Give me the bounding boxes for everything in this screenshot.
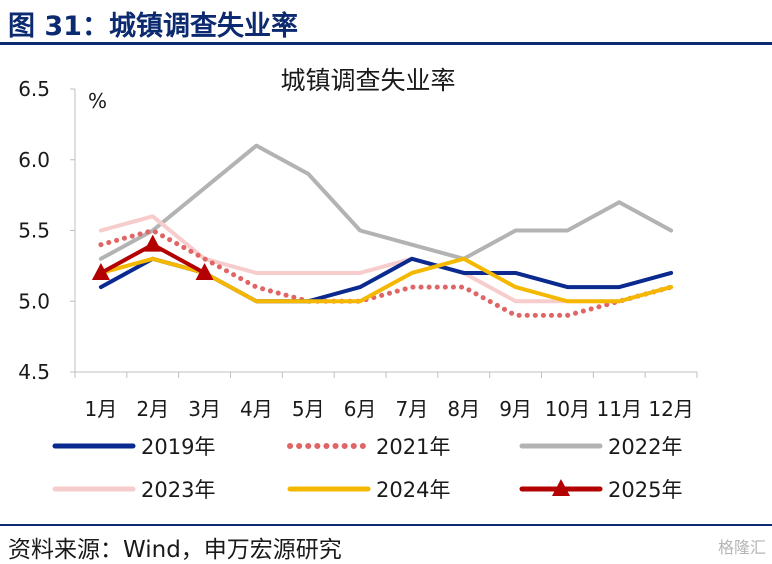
x-tick-label: 7月 — [396, 397, 429, 421]
y-tick-label: 4.5 — [18, 360, 50, 384]
legend-label: 2025年 — [608, 478, 682, 502]
y-tick-label: 5.0 — [18, 289, 50, 313]
series-point-marker — [195, 262, 214, 280]
legend-label: 2023年 — [141, 478, 215, 502]
series-line-3 — [98, 143, 674, 261]
x-tick-label: 3月 — [188, 397, 221, 421]
source-note: 资料来源：Wind，申万宏源研究 — [8, 537, 342, 563]
x-tick-label: 5月 — [292, 397, 325, 421]
x-tick-label: 1月 — [85, 397, 118, 421]
y-tick-label: 6.5 — [18, 77, 50, 101]
y-axis-unit: % — [88, 89, 107, 113]
figure-title: 图 31：城镇调查失业率 — [8, 11, 298, 42]
series-point-marker — [91, 262, 110, 280]
series-line-5 — [98, 256, 674, 304]
figure-header: 图 31：城镇调查失业率 — [0, 0, 772, 46]
x-tick-label: 6月 — [344, 397, 377, 421]
legend-label: 2019年 — [141, 435, 215, 459]
x-tick-label: 12月 — [648, 397, 693, 421]
legend-label: 2021年 — [376, 435, 450, 459]
x-tick-label: 4月 — [240, 397, 273, 421]
x-tick-label: 11月 — [597, 397, 642, 421]
legend-marker — [552, 479, 570, 496]
chart-title: 城镇调查失业率 — [280, 66, 455, 95]
x-tick-label: 8月 — [447, 397, 480, 421]
y-tick-label: 6.0 — [18, 148, 50, 172]
legend-label: 2022年 — [608, 435, 682, 459]
x-tick-label: 9月 — [499, 397, 532, 421]
series-line-2 — [98, 228, 674, 318]
footer-divider — [0, 524, 772, 526]
x-tick-label: 10月 — [545, 397, 590, 421]
legend-label: 2024年 — [376, 478, 450, 502]
y-tick-label: 5.5 — [18, 219, 50, 243]
series-point-marker — [143, 234, 162, 252]
x-tick-label: 2月 — [136, 397, 169, 421]
watermark-logo: 格隆汇 — [717, 538, 766, 557]
unemployment-line-chart: 城镇调查失业率% 4.5 5.0 5.5 6.0 6.5 1月 2月 3月 4月 5月 6月 7月 8月 9… — [18, 66, 698, 502]
header-divider — [0, 42, 772, 45]
